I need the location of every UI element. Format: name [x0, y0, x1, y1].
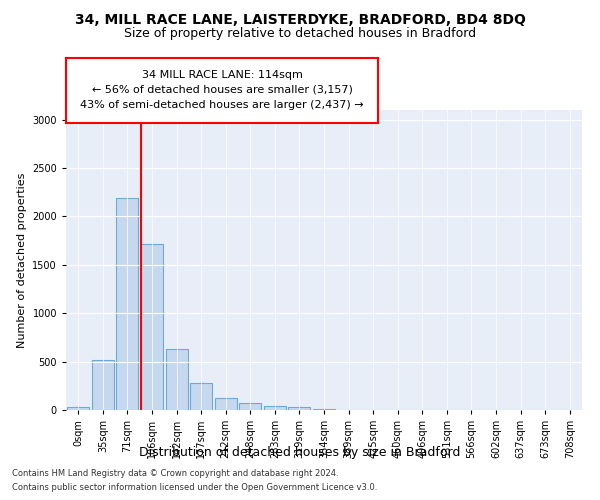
Bar — [289, 408, 310, 410]
Text: 34 MILL RACE LANE: 114sqm
← 56% of detached houses are smaller (3,157)
43% of se: 34 MILL RACE LANE: 114sqm ← 56% of detac… — [80, 70, 364, 110]
Bar — [313, 409, 335, 410]
Bar — [141, 244, 163, 410]
Text: Contains public sector information licensed under the Open Government Licence v3: Contains public sector information licen… — [12, 484, 377, 492]
Bar — [215, 398, 237, 410]
Y-axis label: Number of detached properties: Number of detached properties — [17, 172, 26, 348]
Text: 34, MILL RACE LANE, LAISTERDYKE, BRADFORD, BD4 8DQ: 34, MILL RACE LANE, LAISTERDYKE, BRADFOR… — [74, 12, 526, 26]
Bar — [264, 406, 286, 410]
Bar — [166, 349, 188, 410]
Text: Size of property relative to detached houses in Bradford: Size of property relative to detached ho… — [124, 28, 476, 40]
Bar — [239, 403, 262, 410]
Bar — [190, 383, 212, 410]
Bar — [116, 198, 139, 410]
Text: Contains HM Land Registry data © Crown copyright and database right 2024.: Contains HM Land Registry data © Crown c… — [12, 468, 338, 477]
Text: Distribution of detached houses by size in Bradford: Distribution of detached houses by size … — [139, 446, 461, 459]
Bar — [67, 407, 89, 410]
Bar — [92, 360, 114, 410]
